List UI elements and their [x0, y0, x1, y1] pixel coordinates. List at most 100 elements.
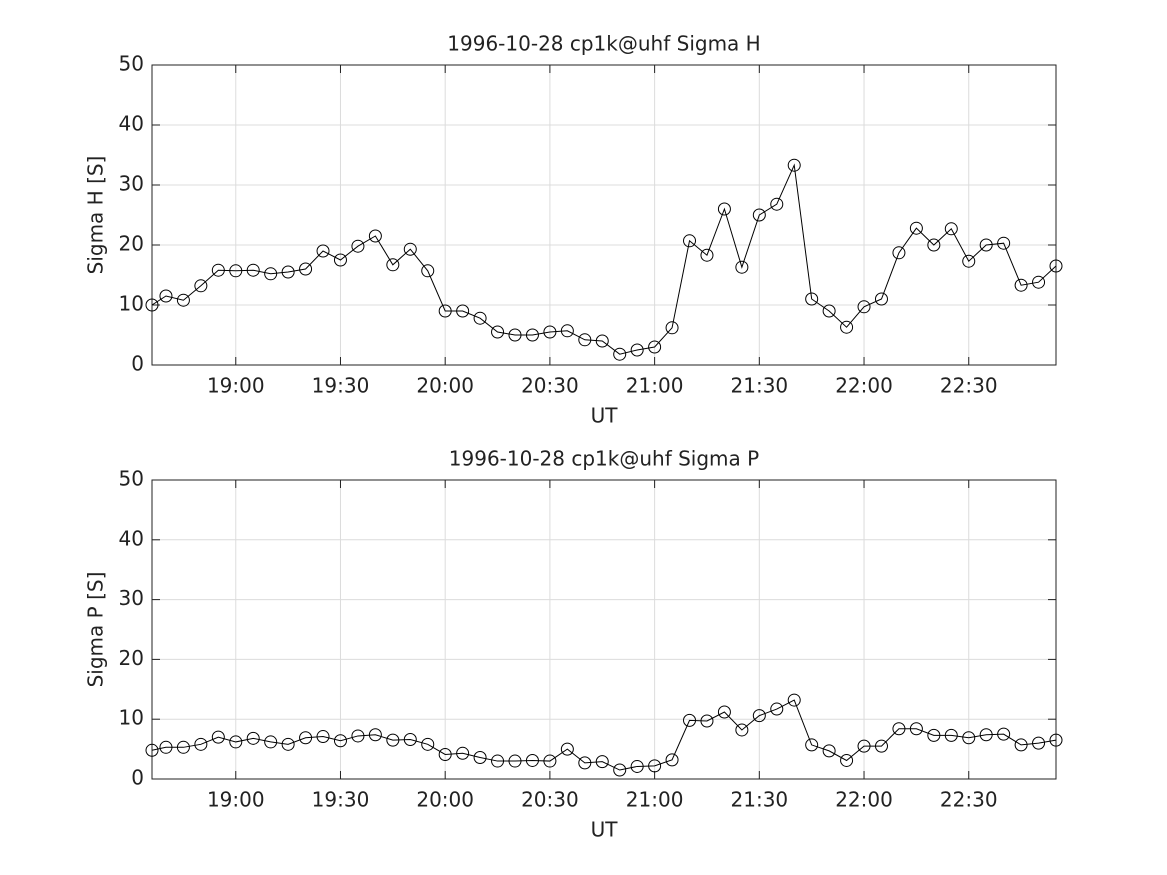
data-marker [1049, 259, 1063, 273]
data-marker [857, 739, 871, 753]
y-tick-label: 30 [119, 586, 144, 610]
data-marker [145, 743, 159, 757]
data-marker [543, 325, 557, 339]
x-axis-label: UT [591, 818, 619, 842]
x-tick-label: 22:00 [835, 374, 893, 398]
data-marker [560, 742, 574, 756]
data-marker [145, 298, 159, 312]
x-tick-label: 21:30 [731, 788, 789, 812]
y-tick-label: 50 [119, 52, 144, 76]
data-marker [508, 754, 522, 768]
data-marker [822, 304, 836, 318]
data-marker [595, 334, 609, 348]
x-tick-label: 19:30 [312, 788, 370, 812]
data-marker [962, 731, 976, 745]
data-marker [648, 340, 662, 354]
data-marker [752, 208, 766, 222]
data-marker [368, 728, 382, 742]
data-marker [840, 320, 854, 334]
x-tick-label: 20:30 [521, 788, 579, 812]
x-tick-label: 20:00 [416, 788, 474, 812]
data-marker [403, 733, 417, 747]
data-marker [525, 328, 539, 342]
data-marker [281, 265, 295, 279]
data-marker [159, 289, 173, 303]
data-marker [648, 759, 662, 773]
data-marker [665, 321, 679, 335]
data-marker [333, 253, 347, 267]
data-marker [473, 750, 487, 764]
x-axis-label: UT [591, 404, 619, 428]
chart-title: 1996-10-28 cp1k@uhf Sigma H [447, 32, 760, 56]
data-marker [700, 248, 714, 262]
data-marker [700, 714, 714, 728]
x-tick-label: 22:30 [940, 374, 998, 398]
data-marker [1032, 275, 1046, 289]
y-tick-label: 50 [119, 467, 144, 491]
data-marker [613, 347, 627, 361]
data-marker [857, 300, 871, 314]
data-marker [805, 292, 819, 306]
data-marker [159, 740, 173, 754]
data-marker [281, 737, 295, 751]
data-marker [176, 293, 190, 307]
y-tick-label: 30 [119, 172, 144, 196]
data-marker [229, 264, 243, 278]
y-tick-label: 20 [119, 232, 144, 256]
plot-area [152, 480, 1056, 779]
data-marker [386, 733, 400, 747]
data-marker [717, 202, 731, 216]
data-marker [909, 722, 923, 736]
data-marker [892, 722, 906, 736]
data-marker [299, 731, 313, 745]
x-tick-label: 22:30 [940, 788, 998, 812]
data-marker [264, 267, 278, 281]
data-marker [595, 755, 609, 769]
data-marker [927, 728, 941, 742]
data-marker [333, 734, 347, 748]
data-marker [979, 238, 993, 252]
x-tick-label: 19:30 [312, 374, 370, 398]
y-tick-label: 20 [119, 646, 144, 670]
data-marker [665, 753, 679, 767]
data-marker [351, 729, 365, 743]
data-marker [211, 730, 225, 744]
y-tick-label: 40 [119, 526, 144, 550]
data-marker [787, 158, 801, 172]
data-marker [543, 754, 557, 768]
data-marker [683, 234, 697, 248]
data-marker [752, 709, 766, 723]
x-tick-label: 22:00 [835, 788, 893, 812]
x-tick-label: 20:30 [521, 374, 579, 398]
data-marker [438, 747, 452, 761]
x-tick-label: 19:00 [207, 374, 265, 398]
data-marker [1049, 733, 1063, 747]
data-marker [194, 737, 208, 751]
y-axis-label: Sigma P [S] [84, 572, 108, 688]
y-tick-label: 40 [119, 112, 144, 136]
data-marker [770, 197, 784, 211]
x-tick-label: 21:00 [626, 374, 684, 398]
data-marker [246, 731, 260, 745]
x-tick-label: 21:30 [731, 374, 789, 398]
data-marker [805, 738, 819, 752]
data-marker [525, 753, 539, 767]
data-marker [316, 730, 330, 744]
data-marker [491, 325, 505, 339]
data-marker [473, 311, 487, 325]
data-marker [368, 229, 382, 243]
y-tick-label: 10 [119, 292, 144, 316]
data-marker [717, 705, 731, 719]
data-marker [176, 740, 190, 754]
y-axis-label: Sigma H [S] [84, 156, 108, 275]
data-marker [892, 246, 906, 260]
data-marker [1032, 736, 1046, 750]
data-marker [735, 260, 749, 274]
data-marker [421, 264, 435, 278]
data-marker [403, 242, 417, 256]
data-marker [246, 263, 260, 277]
y-tick-label: 0 [131, 352, 144, 376]
data-marker [683, 713, 697, 727]
plot-area [152, 65, 1056, 365]
